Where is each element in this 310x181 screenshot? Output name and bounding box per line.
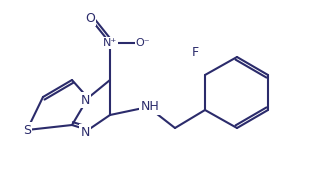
Text: F: F	[192, 45, 199, 58]
Text: N: N	[80, 125, 90, 138]
Text: S: S	[23, 123, 31, 136]
Text: O: O	[85, 12, 95, 24]
Text: N⁺: N⁺	[103, 38, 117, 48]
Text: NH: NH	[141, 100, 159, 113]
Text: O⁻: O⁻	[136, 38, 150, 48]
Text: N: N	[80, 94, 90, 106]
